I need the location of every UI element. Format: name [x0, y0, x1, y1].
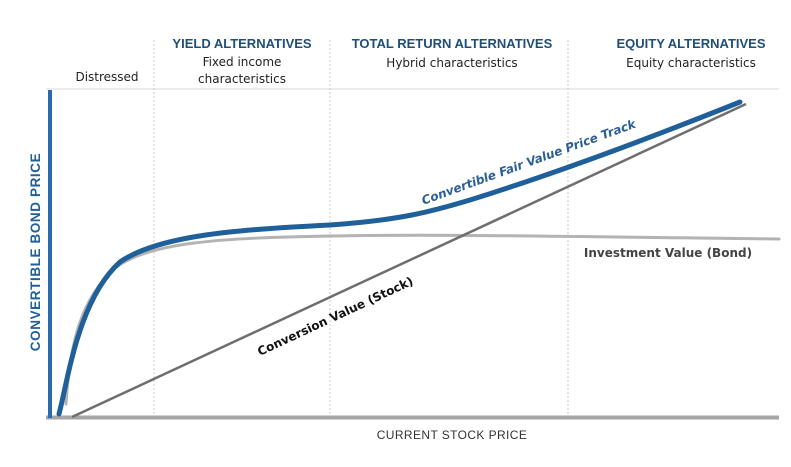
investment-value-label: Investment Value (Bond): [584, 246, 752, 260]
investment-value-curve: [64, 233, 781, 406]
zone-subtitle-total-return: Hybrid characteristics: [386, 56, 517, 70]
fair-value-label: Convertible Fair Value Price Track: [420, 117, 639, 208]
zone-subtitle-yield-1: Fixed income: [203, 55, 282, 69]
zone-title-equity: EQUITY ALTERNATIVES: [616, 36, 765, 51]
zone-subtitle-yield-2: characteristics: [198, 72, 286, 86]
conversion-value-label: Conversion Value (Stock): [255, 274, 415, 359]
zone-subtitle-equity: Equity characteristics: [626, 56, 756, 70]
zone-subtitle-distressed: Distressed: [75, 70, 138, 84]
zone-title-yield: YIELD ALTERNATIVES: [172, 36, 311, 51]
y-axis-title: CONVERTIBLE BOND PRICE: [28, 153, 43, 351]
conversion-value-line: [71, 102, 747, 419]
x-axis-title: CURRENT STOCK PRICE: [377, 428, 528, 442]
fair-value-curve: [56, 99, 743, 417]
zone-title-total-return: TOTAL RETURN ALTERNATIVES: [352, 36, 553, 51]
